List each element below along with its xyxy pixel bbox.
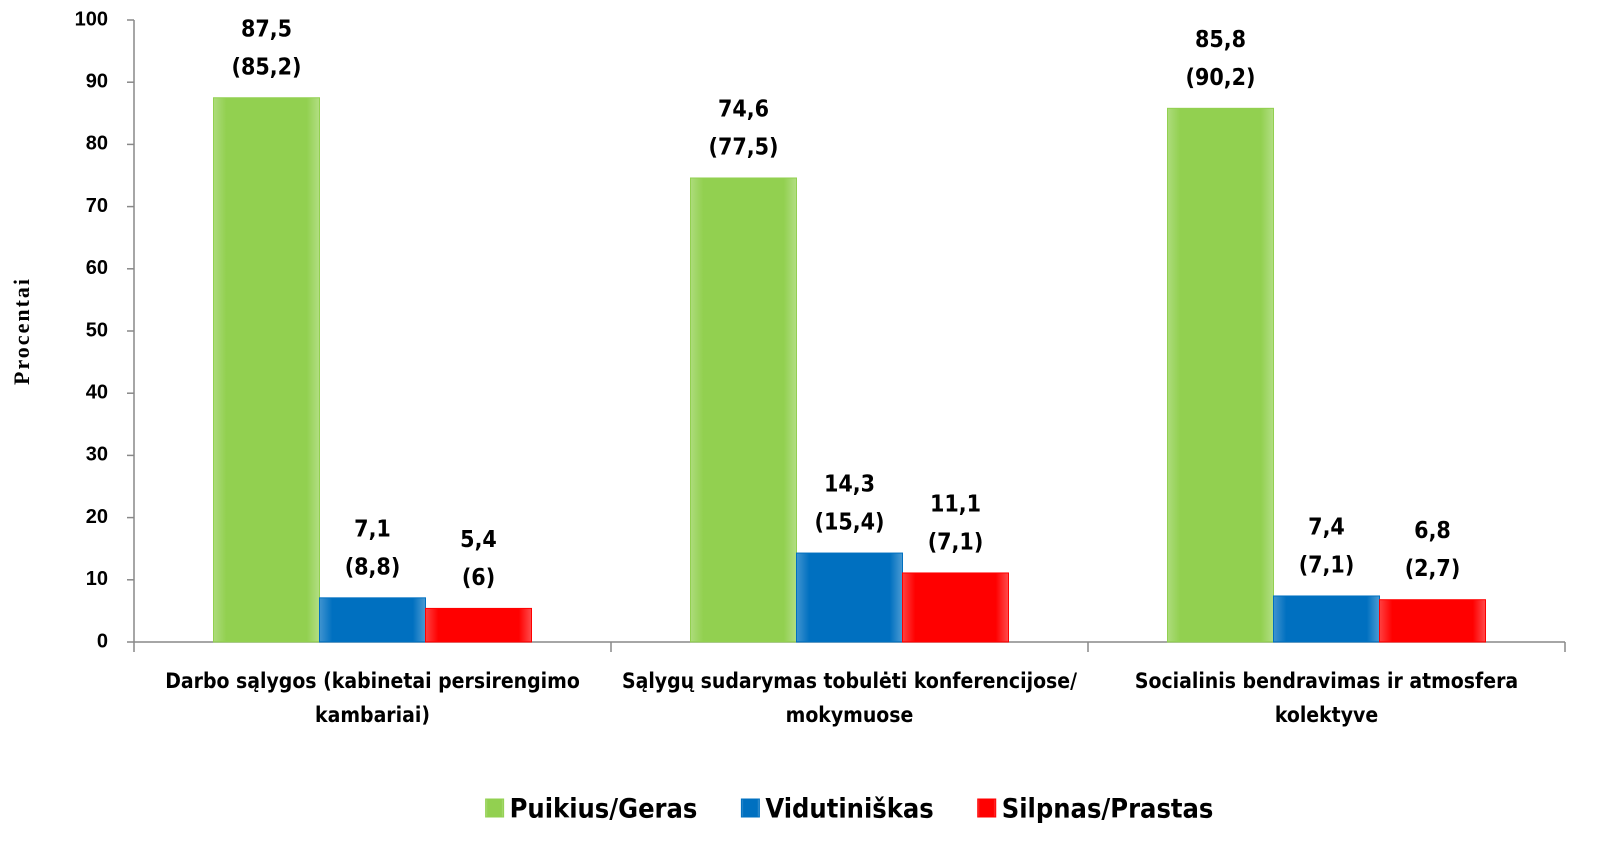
bar	[1273, 595, 1380, 643]
legend-swatch	[740, 798, 760, 818]
comparison-label: (6)	[462, 565, 495, 591]
comparison-label: (2,7)	[1405, 556, 1461, 582]
y-tick-label: 50	[86, 319, 108, 341]
value-label: 85,8	[1195, 27, 1246, 53]
y-tick-label: 40	[86, 381, 108, 403]
x-tick-label: Sąlygų sudarymas tobulėti konferencijose…	[622, 669, 1077, 727]
value-label: 7,4	[1308, 514, 1345, 540]
y-tick-label: 0	[97, 630, 108, 652]
legend-label: Vidutiniškas	[765, 794, 933, 825]
y-tick-label: 30	[86, 444, 108, 466]
y-axis-label: Procentai	[9, 277, 34, 385]
comparison-label: (7,1)	[1299, 552, 1355, 578]
legend-swatch	[977, 798, 997, 818]
y-tick-label: 20	[86, 506, 108, 528]
value-label: 74,6	[718, 96, 769, 122]
comparison-label: (85,2)	[232, 54, 302, 80]
y-tick-label: 100	[75, 8, 108, 30]
value-label: 87,5	[241, 16, 292, 42]
y-tick-label: 60	[86, 257, 108, 279]
value-label: 11,1	[930, 491, 981, 517]
comparison-label: (90,2)	[1186, 65, 1256, 91]
comparison-label: (8,8)	[345, 554, 401, 580]
legend: Puikius/Geras Vidutiniškas Silpnas/Prastas	[485, 794, 1214, 825]
bar	[1379, 599, 1486, 643]
value-label: 5,4	[460, 527, 497, 553]
bar	[796, 552, 903, 643]
bar	[213, 97, 320, 643]
legend-label: Silpnas/Prastas	[1002, 794, 1214, 825]
value-label: 6,8	[1414, 518, 1451, 544]
bar	[319, 597, 426, 643]
legend-label: Puikius/Geras	[510, 794, 698, 825]
value-label: 14,3	[824, 472, 875, 498]
x-tick-label: Darbo sąlygos (kabinetai persirengimo kam…	[165, 669, 580, 727]
comparison-label: (15,4)	[815, 510, 885, 536]
value-label: 7,1	[354, 516, 391, 542]
y-tick-label: 10	[86, 568, 108, 590]
y-tick-label: 90	[86, 70, 108, 92]
y-tick-label: 80	[86, 133, 108, 155]
bar	[902, 572, 1009, 643]
comparison-label: (77,5)	[709, 134, 779, 160]
y-tick-label: 70	[86, 195, 108, 217]
bar	[1167, 107, 1274, 643]
bar	[690, 177, 797, 643]
comparison-label: (7,1)	[928, 529, 984, 555]
legend-swatch	[485, 798, 505, 818]
bar	[425, 607, 532, 643]
x-tick-label: Socialinis bendravimas ir atmosfera kolek…	[1135, 669, 1518, 727]
